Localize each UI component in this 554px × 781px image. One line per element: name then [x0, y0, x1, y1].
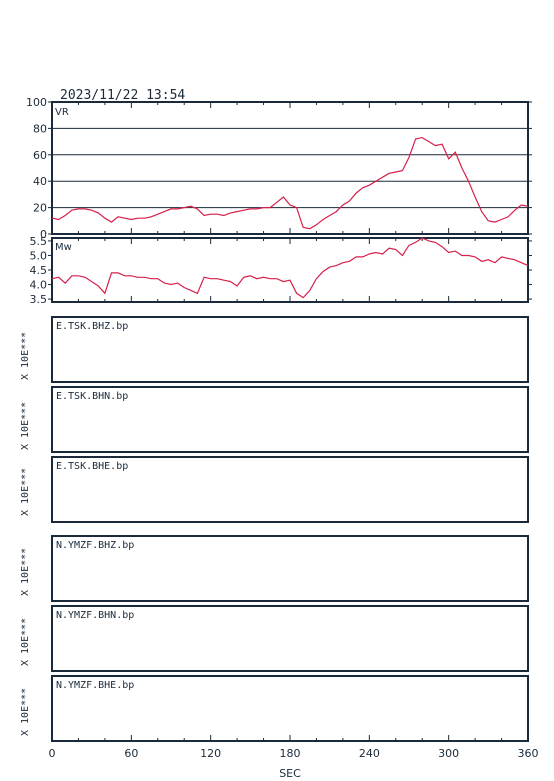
time-axis-tick-label: 60	[124, 747, 138, 760]
vr-y-ticks: 0 20 40 60 80 100	[26, 96, 532, 241]
mw-x-ticks	[51, 238, 529, 302]
time-axis-title: SEC	[279, 767, 301, 780]
vr-panel-frame	[51, 101, 529, 235]
channel-scale-label: X 10E***	[20, 548, 31, 596]
time-axis-tick-label: 240	[359, 747, 380, 760]
y-tick-label: 5.5	[30, 235, 48, 248]
channel-panel: E.TSK.BHE.bp X 10E***	[20, 456, 529, 523]
channel-panel: N.YMZF.BHE.bp X 10E***	[20, 675, 529, 742]
channel-scale-label: X 10E***	[20, 402, 31, 450]
vr-gridlines	[52, 127, 528, 209]
time-axis: 0 60 120 180 240 300 360 SEC	[49, 735, 539, 780]
channel-scale-label: X 10E***	[20, 468, 31, 516]
channel-label: N.YMZF.BHZ.bp	[56, 540, 134, 551]
channel-frame	[51, 386, 529, 453]
channel-panel: E.TSK.BHN.bp X 10E***	[20, 386, 529, 453]
vr-series-line	[51, 136, 529, 230]
channel-scale-label: X 10E***	[20, 688, 31, 736]
channel-panel: N.YMZF.BHZ.bp X 10E***	[20, 535, 529, 602]
mw-series-line	[51, 237, 529, 299]
channel-frame	[51, 316, 529, 383]
channel-scale-label: X 10E***	[20, 618, 31, 666]
time-axis-tick-label: 0	[49, 747, 56, 760]
channel-label: N.YMZF.BHE.bp	[56, 680, 134, 691]
channel-label: E.TSK.BHN.bp	[56, 391, 128, 402]
time-axis-tick-label: 300	[438, 747, 459, 760]
time-axis-ticks	[51, 735, 529, 741]
channel-label: E.TSK.BHE.bp	[56, 461, 128, 472]
vr-panel: 0 20 40 60 80 100 VR	[26, 96, 532, 241]
channel-label: E.TSK.BHZ.bp	[56, 321, 128, 332]
mw-panel-frame	[51, 237, 529, 303]
waveform-panels: E.TSK.BHZ.bp X 10E*** E.TSK.BHN.bp X 10E…	[20, 316, 529, 742]
channel-frame	[51, 456, 529, 523]
channel-panel: N.YMZF.BHN.bp X 10E***	[20, 605, 529, 672]
channel-label: N.YMZF.BHN.bp	[56, 610, 134, 621]
y-tick-label: 40	[33, 175, 47, 188]
time-axis-tick-label: 120	[200, 747, 221, 760]
channel-frame	[51, 605, 529, 672]
y-tick-label: 5.0	[30, 249, 48, 262]
y-tick-label: 100	[26, 96, 47, 109]
time-axis-tick-labels: 0 60 120 180 240 300 360	[49, 747, 539, 760]
y-tick-label: 60	[33, 149, 47, 162]
y-tick-label: 20	[33, 202, 47, 215]
channel-panel: E.TSK.BHZ.bp X 10E***	[20, 316, 529, 383]
vr-panel-label: VR	[55, 107, 69, 118]
channel-scale-label: X 10E***	[20, 332, 31, 380]
time-axis-tick-label: 180	[280, 747, 301, 760]
time-axis-tick-label: 360	[518, 747, 539, 760]
y-tick-label: 4.5	[30, 264, 48, 277]
mw-y-ticks: 3.54.0 4.5 5.05.5	[30, 235, 532, 306]
mw-panel-label: Mw	[55, 242, 72, 253]
channel-frame	[51, 535, 529, 602]
y-tick-label: 80	[33, 122, 47, 135]
y-tick-label: 0	[40, 228, 47, 241]
vr-x-ticks	[51, 102, 529, 234]
mw-panel: 3.54.0 4.5 5.05.5 Mw	[30, 235, 532, 306]
y-tick-label: 3.5	[30, 293, 48, 306]
datetime-header: 2023/11/22 13:54	[60, 88, 185, 103]
y-tick-label: 4.0	[30, 279, 48, 292]
